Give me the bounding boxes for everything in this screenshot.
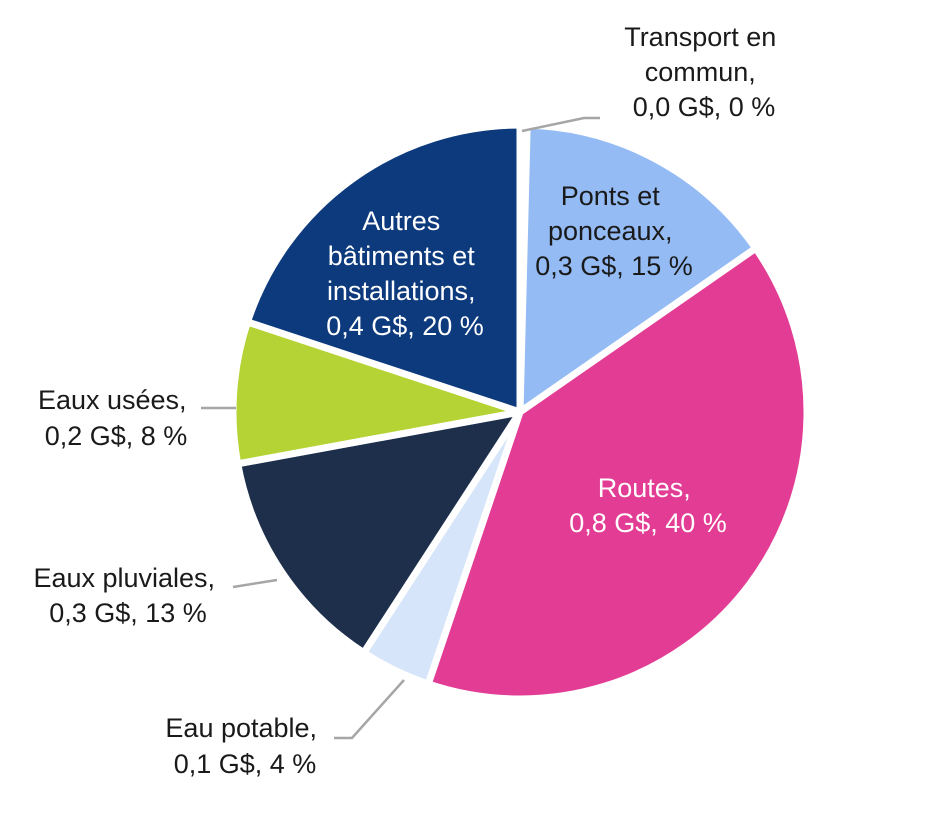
label-eaux-usees: Eaux usées, 0,2 G$, 8 % xyxy=(38,385,194,451)
label-routes: Routes, 0,8 G$, 40 % xyxy=(569,473,727,538)
label-eau-potable: Eau potable, 0,1 G$, 4 % xyxy=(165,713,324,779)
pie-slice-ponts-et-ponceaux xyxy=(516,121,760,416)
leader-lines xyxy=(201,116,600,740)
label-ponts-et-ponceaux: Ponts et ponceaux, 0,3 G$, 15 % xyxy=(535,181,693,281)
leader-transport-en-commun xyxy=(521,116,600,133)
leader-eaux-pluviales xyxy=(232,578,278,589)
pie-slice-autres-batiments-et-installations xyxy=(243,121,524,416)
leader-eau-potable xyxy=(334,679,405,740)
label-transport-en-commun: Transport en commun, 0,0 G$, 0 % xyxy=(624,22,784,122)
pie-slice-eaux-pluviales xyxy=(234,408,524,657)
label-eaux-pluviales: Eaux pluviales, 0,3 G$, 13 % xyxy=(33,563,222,628)
pie-slices xyxy=(229,121,811,703)
label-autres-batiments: Autres bâtiments et installations, 0,4 G… xyxy=(326,206,484,341)
pie-slice-routes xyxy=(424,244,811,703)
pie-slice-eaux-usees xyxy=(229,318,524,468)
